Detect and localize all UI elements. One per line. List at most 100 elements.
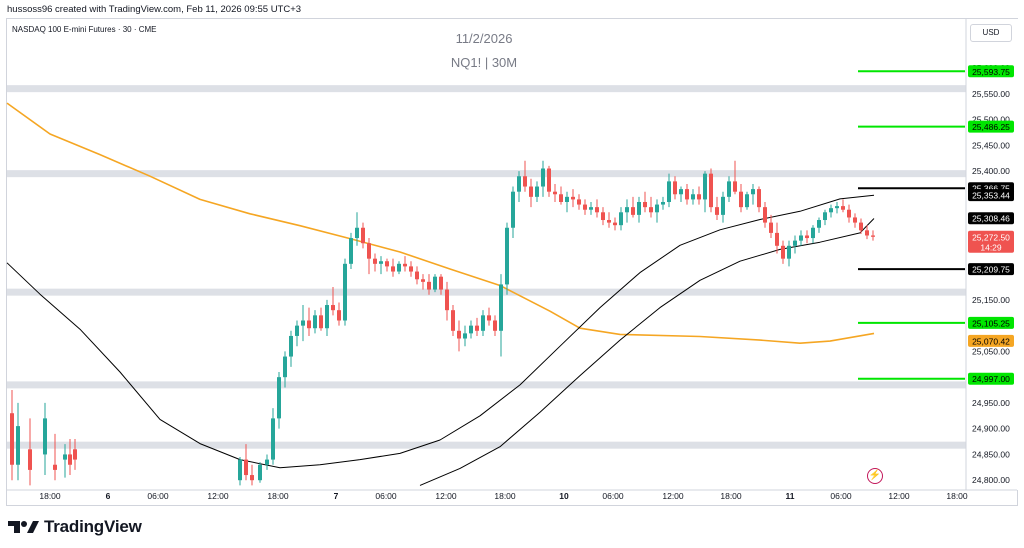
candle-body [343, 263, 347, 321]
tradingview-logo: TradingView [8, 516, 142, 538]
y-tick-label: 24,950.00 [972, 398, 1010, 408]
x-tick-label: 06:00 [602, 491, 624, 501]
candle-body [871, 235, 875, 237]
candle-body [439, 276, 443, 290]
x-tick-label: 06:00 [830, 491, 852, 501]
time-axis: 18:00 6 06:00 12:00 18:00 7 06:00 12:00 18:00 10 0… [7, 489, 1017, 501]
candle-body [337, 310, 341, 321]
moving-average-line [6, 102, 875, 345]
candle-body [244, 459, 248, 476]
candle-body [481, 315, 485, 331]
candle-body [613, 222, 617, 226]
candle-body [637, 201, 641, 215]
flash-icon[interactable]: ⚡ [867, 468, 883, 484]
candle-body [865, 230, 869, 236]
candle-body [475, 325, 479, 331]
candle-body [63, 454, 67, 460]
candle-body [421, 279, 425, 282]
candle-body [307, 320, 311, 329]
x-tick-label: 18:00 [267, 491, 289, 501]
candle-body [487, 315, 491, 321]
price-label-text: 25,272.50 [972, 232, 1010, 242]
x-tick-label: 11 [786, 491, 795, 501]
candle-body [391, 266, 395, 272]
chart-credit: hussoss96 created with TradingView.com, … [7, 4, 302, 15]
candle-body [238, 459, 242, 481]
candle-body [811, 227, 815, 239]
candle-body [805, 235, 809, 239]
tradingview-logo-icon [8, 521, 39, 533]
candle-body [679, 189, 683, 195]
candle-body [517, 176, 521, 192]
price-label-tag [968, 334, 1014, 347]
price-axis-bg [966, 19, 1018, 490]
candle-body [499, 284, 503, 331]
x-tick-label: 6 [106, 491, 111, 501]
band-line-upper [6, 194, 875, 469]
level-price-tag [968, 65, 1014, 78]
y-tick-label: 25,450.00 [972, 140, 1010, 150]
candle-body [10, 413, 14, 465]
x-tick-label: 18:00 [39, 491, 61, 501]
candle-body [769, 222, 773, 233]
candle-body [619, 212, 623, 226]
price-label-text: 25,353.44 [972, 191, 1010, 201]
y-tick-label: 24,850.00 [972, 449, 1010, 459]
candle-body [529, 186, 533, 197]
x-tick-label: 18:00 [494, 491, 516, 501]
candle-body [835, 206, 839, 209]
candle-body [277, 377, 281, 419]
candle-body [445, 289, 449, 311]
watermark-symbol: NQ1! | 30M [450, 55, 518, 70]
candle-body [589, 207, 593, 210]
level-price-text: 25,209.75 [972, 265, 1010, 275]
candle-body [715, 207, 719, 215]
candle-body [355, 227, 359, 239]
price-label-tag [968, 230, 1014, 253]
zones [7, 85, 1015, 449]
candle-body [271, 418, 275, 460]
candle-body [457, 330, 461, 339]
candle-body [265, 459, 269, 465]
x-tick-label: 06:00 [375, 491, 397, 501]
candle-body [28, 449, 32, 470]
candle-body [607, 220, 611, 223]
candle-body [667, 181, 671, 202]
candle-body [511, 191, 515, 228]
candle-body [289, 335, 293, 357]
watermark-date: 11/2/2026 [455, 31, 513, 46]
x-tick-label: 18:00 [720, 491, 742, 501]
candle-body [523, 176, 527, 187]
candle-body [331, 305, 335, 311]
currency-button[interactable]: USD [970, 24, 1012, 42]
candle-body [577, 199, 581, 205]
candle-body [583, 204, 587, 210]
candle-body [721, 196, 725, 215]
x-tick-label: 10 [559, 491, 569, 501]
candle-body [301, 320, 305, 326]
countdown-text: 14:29 [980, 242, 1002, 252]
candle-body [493, 320, 497, 331]
level-price-tag [968, 372, 1014, 385]
candle-body [53, 464, 57, 470]
candle-body [403, 263, 407, 267]
candle-body [535, 186, 539, 197]
level-price-tag [968, 120, 1014, 133]
candle-body [559, 194, 563, 202]
sr-zone [7, 288, 1015, 296]
candle-body [295, 325, 299, 336]
candle-body [433, 276, 437, 290]
candle-body [775, 232, 779, 246]
price-axis: 25,600.0025,550.0025,500.0025,450.0025,4… [965, 19, 1018, 490]
candle-body [601, 212, 605, 221]
level-price-text: 25,486.25 [972, 122, 1010, 132]
symbol-description: NASDAQ 100 E-mini Futures · 30 · CME [12, 25, 157, 34]
x-tick-label: 06:00 [147, 491, 169, 501]
candle-body [739, 191, 743, 208]
candle-body [709, 173, 713, 208]
candle-body [643, 201, 647, 208]
x-tick-label: 12:00 [435, 491, 457, 501]
levels [858, 70, 965, 380]
level-price-tag [968, 263, 1014, 276]
